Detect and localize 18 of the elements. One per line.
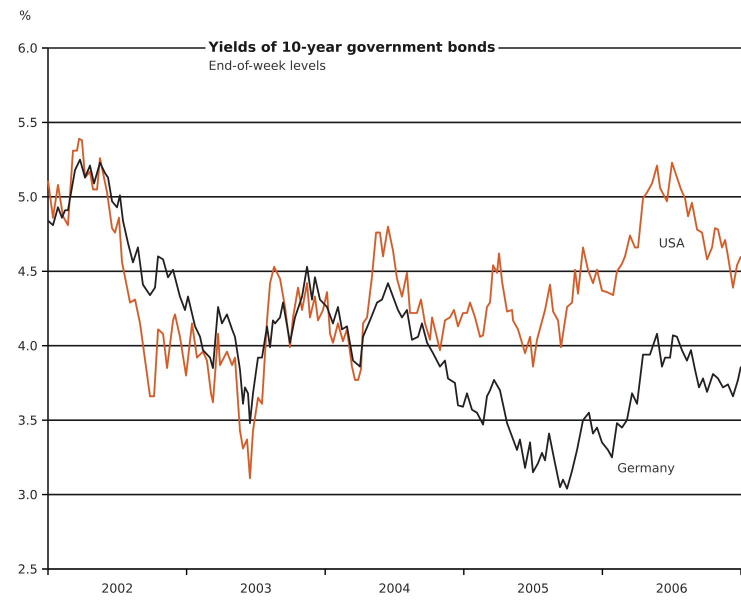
x-tick-label: 2006 <box>656 583 687 593</box>
y-tick-label: 3.0 <box>18 490 37 500</box>
y-tick-label: 4.5 <box>18 266 37 276</box>
x-tick-label: 2005 <box>518 583 548 593</box>
series-label: USA <box>660 238 685 248</box>
y-tick-label: 5.5 <box>18 118 37 128</box>
y-tick-label: 2.5 <box>18 564 37 574</box>
x-tick-label: 2002 <box>102 583 132 593</box>
y-tick-label: 3.5 <box>18 415 37 425</box>
text: End-of-week levels <box>210 60 326 70</box>
y-axis-title: % <box>20 10 30 20</box>
y-tick-label: 4.0 <box>18 340 37 350</box>
x-tick-label: 2003 <box>240 583 271 593</box>
y-tick-label: 5.0 <box>18 192 37 202</box>
chart-title: Yields of 10-year government bonds <box>208 41 495 55</box>
x-tick-label: 2004 <box>380 583 410 593</box>
series-label: Germany <box>618 463 674 475</box>
y-tick-label: 6.0 <box>18 43 37 53</box>
